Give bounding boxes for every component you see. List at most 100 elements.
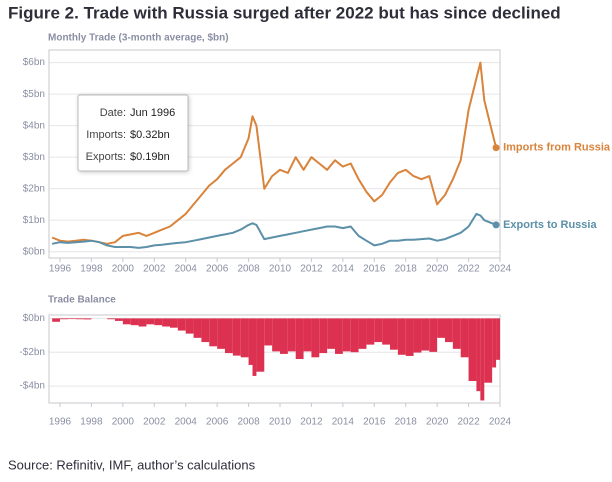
bar <box>496 318 500 360</box>
bar <box>382 318 390 345</box>
bar <box>374 318 383 343</box>
series-line <box>51 61 498 245</box>
x-tick-label: 1996 <box>49 264 72 275</box>
bar <box>327 318 335 349</box>
x-tick-label: 2010 <box>269 264 292 275</box>
x-tick-label: 1998 <box>80 417 103 428</box>
bar <box>264 318 273 346</box>
bar <box>256 318 265 372</box>
x-tick-label: 2016 <box>363 264 386 275</box>
tooltip-value: Jun 1996 <box>130 107 175 119</box>
bar <box>480 318 485 401</box>
bar <box>193 318 202 338</box>
tooltip-label: Exports: <box>86 151 126 163</box>
source: Source: Refinitiv, IMF, author’s calcula… <box>8 457 256 472</box>
end-marker <box>492 221 500 229</box>
legend-label: Exports to Russia <box>503 219 597 231</box>
x-tick-label: 2014 <box>332 264 355 275</box>
bar <box>295 318 304 359</box>
x-tick-label: 2004 <box>175 417 198 428</box>
bar <box>52 318 60 322</box>
bar <box>476 318 481 392</box>
y-tick-label: $4bn <box>23 120 45 131</box>
bar <box>177 318 186 331</box>
tooltip-value: $0.19bn <box>130 151 170 163</box>
x-tick-label: 2002 <box>143 264 166 275</box>
bar <box>170 318 178 328</box>
plot-frame <box>48 49 501 259</box>
x-tick-label: 2014 <box>332 417 355 428</box>
bar <box>303 318 312 352</box>
series-line <box>51 212 497 249</box>
bar <box>146 318 155 325</box>
bar <box>429 318 438 352</box>
bar <box>154 318 163 326</box>
bar <box>319 318 328 354</box>
x-tick-label: 2024 <box>489 417 512 428</box>
bar <box>397 318 406 355</box>
x-tick-label: 2008 <box>237 264 260 275</box>
chart-title: Figure 2. Trade with Russia surged after… <box>8 3 561 22</box>
bar <box>209 318 218 347</box>
y-tick-label: $3bn <box>23 152 45 163</box>
y-tick-label: $0bn <box>23 246 45 257</box>
x-tick-label: 2022 <box>457 264 480 275</box>
bar <box>335 318 343 354</box>
bar <box>232 318 241 356</box>
bar <box>272 318 280 352</box>
x-tick-label: 2000 <box>112 264 135 275</box>
y-tick-label: -$4bn <box>19 381 45 392</box>
bar <box>413 318 422 353</box>
bar <box>138 318 147 327</box>
y-tick-label: $0bn <box>23 313 45 324</box>
bar <box>405 318 414 356</box>
axis-title: Monthly Trade (3-month average, $bn) <box>48 33 229 44</box>
tooltip-box <box>77 94 189 172</box>
x-tick-label: 2020 <box>426 264 449 275</box>
bar <box>67 318 76 320</box>
x-tick-label: 2016 <box>363 417 386 428</box>
y-tick-label: $2bn <box>23 183 45 194</box>
bar <box>445 318 453 343</box>
bar <box>162 318 170 327</box>
bar <box>280 318 288 354</box>
y-tick-label: $5bn <box>23 89 45 100</box>
tooltip-label: Date: <box>100 107 126 119</box>
bar <box>240 318 249 358</box>
bar <box>468 318 477 381</box>
bar <box>252 318 257 376</box>
bar <box>358 318 367 349</box>
bar <box>492 318 497 368</box>
legend-label: Imports from Russia <box>503 142 611 154</box>
x-tick-label: 2010 <box>269 417 292 428</box>
bar <box>342 318 351 352</box>
axis-title: Trade Balance <box>48 295 116 306</box>
bar <box>287 318 296 352</box>
x-tick-label: 1996 <box>49 417 72 428</box>
bar <box>452 318 461 349</box>
bar <box>421 318 430 351</box>
bar <box>185 318 194 334</box>
bar <box>484 318 493 383</box>
y-tick-label: -$2bn <box>19 347 45 358</box>
x-tick-label: 2012 <box>300 264 323 275</box>
x-tick-label: 1998 <box>80 264 103 275</box>
x-tick-label: 2000 <box>112 417 135 428</box>
x-tick-label: 2008 <box>237 417 260 428</box>
bar <box>115 318 123 321</box>
x-tick-label: 2012 <box>300 417 323 428</box>
bar <box>201 318 210 343</box>
tooltip-label: Imports: <box>86 129 126 141</box>
x-tick-label: 2006 <box>206 264 229 275</box>
x-tick-label: 2018 <box>395 417 418 428</box>
bar <box>460 318 469 358</box>
bar <box>437 318 445 338</box>
x-tick-label: 2024 <box>489 264 512 275</box>
bar <box>122 318 131 325</box>
bar <box>217 318 225 349</box>
tooltip-value: $0.32bn <box>130 129 170 141</box>
bar <box>225 318 233 354</box>
bar <box>366 318 375 345</box>
bar <box>107 318 115 320</box>
